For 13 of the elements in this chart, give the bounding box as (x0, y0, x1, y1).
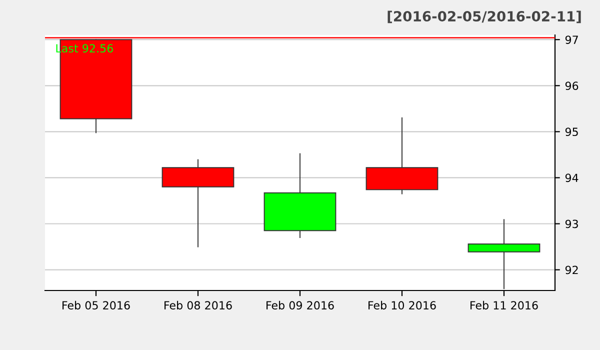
chart-subtitle: [2016-02-05/2016-02-11] (388, 10, 581, 24)
x-tick-label: Feb 08 2016 (164, 300, 232, 310)
x-tick-label: Feb 10 2016 (368, 300, 436, 310)
y-tick-label: 93 (565, 220, 578, 228)
y-tick-label: 92 (565, 266, 578, 274)
candlestick (468, 219, 540, 290)
y-tick-label: 97 (565, 36, 578, 44)
y-tick-label: 95 (565, 128, 578, 136)
y-tick-label: 96 (565, 82, 578, 90)
x-tick-label: Feb 09 2016 (266, 300, 334, 310)
y-tick-label: 94 (565, 174, 578, 182)
x-tick-label: Feb 05 2016 (62, 300, 130, 310)
x-tick-label: Feb 11 2016 (470, 300, 538, 310)
